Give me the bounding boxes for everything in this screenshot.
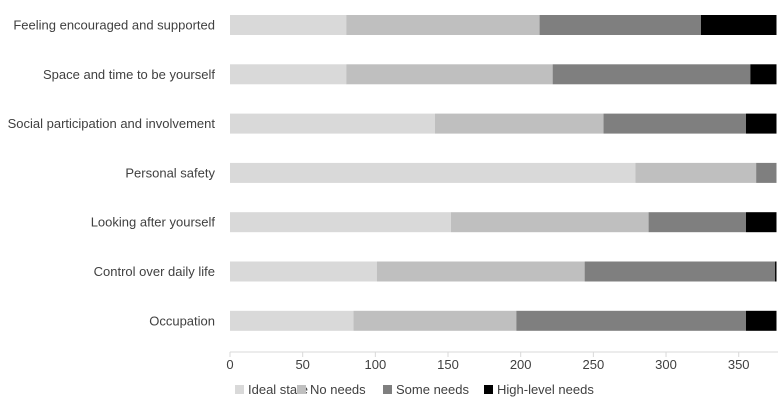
category-labels: Feeling encouraged and supported Space an… bbox=[8, 18, 216, 329]
bar-high-level-needs-looking-after-yourself bbox=[745, 212, 777, 233]
bar-high-level-needs-control-over-daily-life bbox=[775, 261, 777, 282]
bar-ideal-state-feeling-encouraged-and-supported bbox=[230, 15, 347, 35]
legend-label-some-needs: Some needs bbox=[396, 382, 469, 397]
x-tick-label: 350 bbox=[728, 357, 750, 372]
bar-no-needs-looking-after-yourself bbox=[450, 212, 649, 233]
x-tick-label: 0 bbox=[226, 357, 233, 372]
category-label-control-over-daily-life: Control over daily life bbox=[94, 264, 215, 279]
legend: Ideal state No needs Some needs High-level … bbox=[235, 382, 594, 397]
bar-ideal-state-space-and-time-to-be-yourself bbox=[230, 64, 347, 85]
legend-swatch-no-needs bbox=[297, 385, 306, 394]
x-tick-label: 100 bbox=[364, 357, 386, 372]
x-tick-label: 250 bbox=[583, 357, 605, 372]
x-axis-ticks: 0 50 100 150 200 250 300 350 bbox=[226, 352, 750, 372]
x-tick-label: 150 bbox=[437, 357, 459, 372]
bar-some-needs-feeling-encouraged-and-supported bbox=[539, 15, 701, 35]
bar-ideal-state-control-over-daily-life bbox=[230, 261, 377, 282]
bar-high-level-needs-occupation bbox=[745, 310, 777, 331]
x-tick-label: 200 bbox=[510, 357, 532, 372]
legend-label-no-needs: No needs bbox=[310, 382, 366, 397]
bar-no-needs-feeling-encouraged-and-supported bbox=[346, 15, 540, 35]
category-label-looking-after-yourself: Looking after yourself bbox=[91, 215, 216, 230]
bar-some-needs-space-and-time-to-be-yourself bbox=[552, 64, 751, 85]
category-label-social-participation-and-involvement: Social participation and involvement bbox=[8, 116, 216, 131]
bar-no-needs-control-over-daily-life bbox=[376, 261, 585, 282]
bar-no-needs-personal-safety bbox=[635, 162, 757, 183]
bar-ideal-state-social-participation-and-involvement bbox=[230, 113, 435, 134]
bar-ideal-state-looking-after-yourself bbox=[230, 212, 451, 233]
bar-ideal-state-personal-safety bbox=[230, 162, 636, 183]
category-label-occupation: Occupation bbox=[149, 313, 215, 328]
category-label-feeling-encouraged-and-supported: Feeling encouraged and supported bbox=[13, 18, 215, 33]
bar-some-needs-occupation bbox=[516, 310, 746, 331]
legend-label-high-level-needs: High-level needs bbox=[497, 382, 594, 397]
bar-no-needs-occupation bbox=[353, 310, 517, 331]
bar-high-level-needs-feeling-encouraged-and-supported bbox=[700, 15, 777, 35]
bar-no-needs-space-and-time-to-be-yourself bbox=[346, 64, 553, 85]
bar-some-needs-personal-safety bbox=[756, 162, 777, 183]
legend-label-ideal-state: Ideal state bbox=[248, 382, 308, 397]
bar-ideal-state-occupation bbox=[230, 310, 354, 331]
bars-group bbox=[230, 15, 777, 331]
bar-high-level-needs-social-participation-and-involvement bbox=[745, 113, 777, 134]
bar-no-needs-social-participation-and-involvement bbox=[434, 113, 604, 134]
bar-some-needs-looking-after-yourself bbox=[648, 212, 746, 233]
x-tick-label: 50 bbox=[295, 357, 309, 372]
bar-high-level-needs-space-and-time-to-be-yourself bbox=[750, 64, 777, 85]
legend-swatch-ideal-state bbox=[235, 385, 244, 394]
legend-swatch-some-needs bbox=[383, 385, 392, 394]
bar-some-needs-social-participation-and-involvement bbox=[603, 113, 746, 134]
x-tick-label: 300 bbox=[655, 357, 677, 372]
category-label-personal-safety: Personal safety bbox=[125, 165, 215, 180]
bar-some-needs-control-over-daily-life bbox=[584, 261, 776, 282]
category-label-space-and-time-to-be-yourself: Space and time to be yourself bbox=[43, 67, 215, 82]
legend-swatch-high-level-needs bbox=[484, 385, 493, 394]
